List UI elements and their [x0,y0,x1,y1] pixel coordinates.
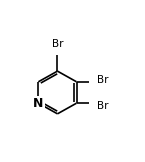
Text: N: N [33,97,43,110]
Text: Br: Br [52,39,63,49]
Text: Br: Br [97,101,108,111]
Text: Br: Br [97,75,108,85]
